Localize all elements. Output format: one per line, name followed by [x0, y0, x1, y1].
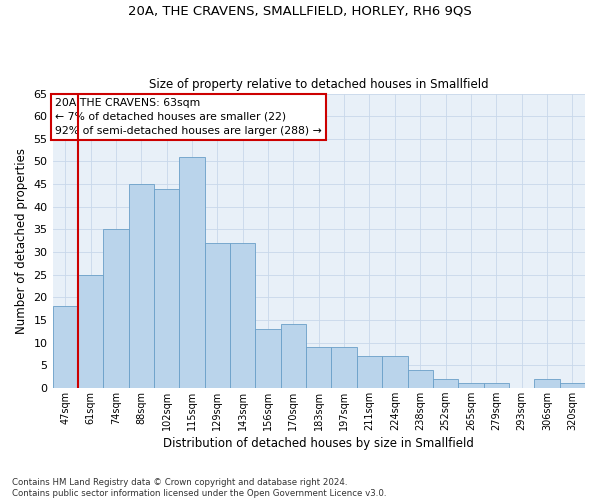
Bar [281, 324, 306, 388]
Bar [407, 370, 433, 388]
Text: Contains HM Land Registry data © Crown copyright and database right 2024.
Contai: Contains HM Land Registry data © Crown c… [12, 478, 386, 498]
X-axis label: Distribution of detached houses by size in Smallfield: Distribution of detached houses by size … [163, 437, 474, 450]
Bar [560, 384, 585, 388]
Y-axis label: Number of detached properties: Number of detached properties [15, 148, 28, 334]
Bar [230, 243, 256, 388]
Bar [484, 384, 509, 388]
Bar [205, 243, 230, 388]
Bar [103, 230, 128, 388]
Bar [179, 157, 205, 388]
Bar [357, 356, 382, 388]
Bar [53, 306, 78, 388]
Bar [128, 184, 154, 388]
Bar [433, 378, 458, 388]
Bar [154, 188, 179, 388]
Bar [458, 384, 484, 388]
Bar [256, 329, 281, 388]
Bar [382, 356, 407, 388]
Text: 20A THE CRAVENS: 63sqm
← 7% of detached houses are smaller (22)
92% of semi-deta: 20A THE CRAVENS: 63sqm ← 7% of detached … [55, 98, 322, 136]
Bar [331, 347, 357, 388]
Bar [534, 378, 560, 388]
Bar [306, 347, 331, 388]
Text: 20A, THE CRAVENS, SMALLFIELD, HORLEY, RH6 9QS: 20A, THE CRAVENS, SMALLFIELD, HORLEY, RH… [128, 5, 472, 18]
Bar [78, 274, 103, 388]
Title: Size of property relative to detached houses in Smallfield: Size of property relative to detached ho… [149, 78, 488, 91]
